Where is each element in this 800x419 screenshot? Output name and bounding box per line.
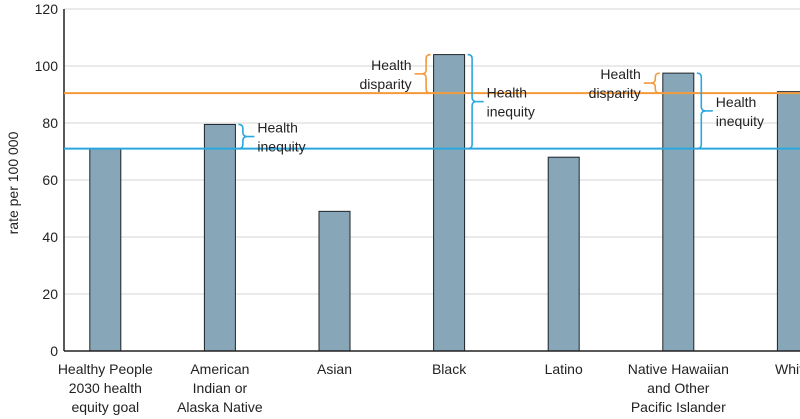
x-category-label: American Indian or Alaska Native [177,361,263,415]
inequity-native-hawaiian-bracket [696,72,706,150]
bar [203,123,236,352]
y-tick-label: 60 [42,172,58,188]
disparity-native-hawaiian-bracket [650,72,660,94]
bar [662,72,695,352]
bar [318,210,351,352]
bar [89,148,122,352]
x-category-label: White [775,361,800,377]
disparity-black-bracket [421,53,431,94]
inequity-american-indian-bracket [238,123,248,150]
x-category-label: Asian [317,361,352,377]
x-category-label: Black [432,361,467,377]
disparity-black-label: Health disparity [359,57,411,92]
bar [547,156,580,352]
inequity-black-bracket [467,53,477,150]
y-axis-title: rate per 100 000 [5,131,21,234]
bar [433,54,466,352]
inequity-black-label: Health inequity [487,85,535,120]
x-category-label: Healthy People 2030 health equity goal [58,361,153,415]
x-category-label: Latino [545,361,583,377]
y-tick-label: 100 [35,58,59,74]
y-tick-label: 0 [50,343,58,359]
y-tick-label: 120 [35,1,59,17]
y-tick-label: 80 [42,115,58,131]
disparity-native-hawaiian-label: Health disparity [589,66,641,101]
y-tick-label: 40 [42,229,58,245]
inequity-american-indian-label: Health inequity [257,120,305,155]
inequity-native-hawaiian-label: Health inequity [716,94,764,129]
bar [776,91,800,352]
y-tick-label: 20 [42,286,58,302]
x-category-label: Native Hawaiian and Other Pacific Islander [628,361,729,415]
